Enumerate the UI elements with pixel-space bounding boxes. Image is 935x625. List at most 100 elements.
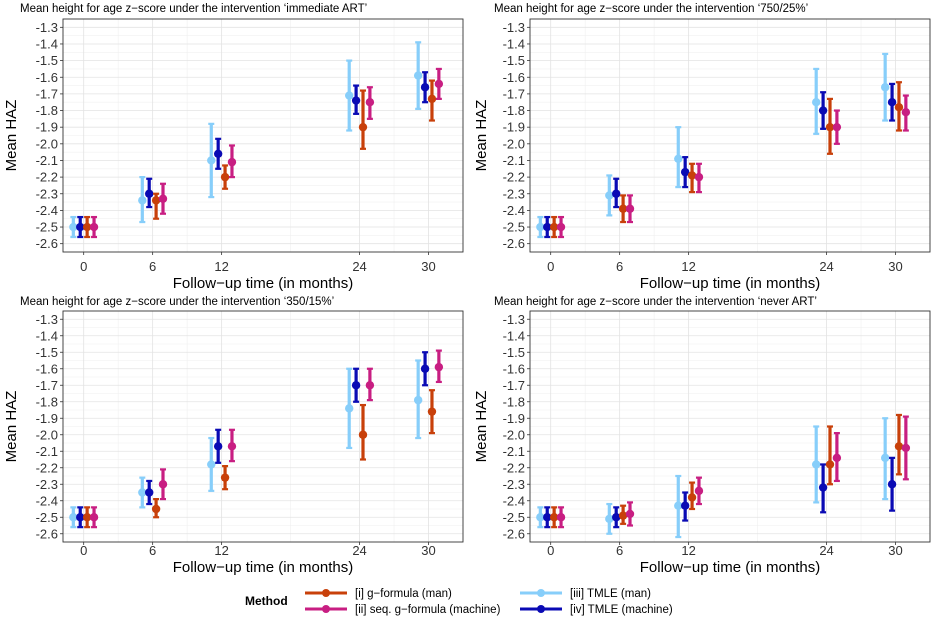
y-tick-label: -2.3 (503, 477, 525, 492)
data-point (880, 453, 890, 463)
data-point (832, 453, 842, 463)
data-point (812, 98, 821, 107)
panel-1: Mean height for age z−score under the in… (3, 3, 464, 292)
y-tick-label: -2.1 (36, 444, 58, 459)
x-tick-label: 6 (616, 259, 623, 274)
y-tick-label: -2.6 (36, 236, 58, 251)
plot-border (529, 310, 931, 543)
legend-key-point (322, 605, 330, 613)
legend-item-seqg: [ii] seq. g−formula (machine) (305, 604, 501, 616)
data-point (82, 513, 92, 522)
data-point (901, 108, 911, 117)
y-tick-label: -2.2 (36, 460, 58, 475)
data-point (138, 488, 147, 497)
data-point (145, 488, 154, 497)
data-point (549, 513, 559, 522)
data-point (625, 204, 635, 213)
data-point (543, 222, 552, 232)
y-tick-label: -1.6 (503, 70, 525, 85)
data-point (687, 493, 697, 502)
y-tick-label: -2.2 (36, 170, 58, 185)
data-point (420, 364, 430, 373)
y-tick-label: -2.4 (503, 203, 525, 218)
data-point (825, 460, 835, 469)
series-seqg (89, 349, 444, 529)
y-tick-label: -1.7 (503, 378, 525, 393)
data-point (89, 222, 99, 232)
data-point (69, 513, 78, 522)
data-point (220, 473, 230, 482)
data-point (151, 504, 161, 514)
y-tick-label: -2.4 (503, 493, 525, 508)
y-tick-label: -1.5 (36, 345, 58, 360)
y-tick-label: -1.8 (503, 103, 525, 118)
data-point (89, 513, 99, 522)
data-point (536, 513, 545, 522)
data-point (82, 222, 92, 232)
y-tick-label: -1.4 (36, 328, 58, 343)
legend-title: Method (245, 594, 288, 608)
y-tick-label: -1.4 (503, 36, 525, 51)
data-point (345, 91, 354, 100)
series-tmle_man (536, 417, 890, 539)
data-point (207, 460, 216, 469)
data-point (832, 122, 842, 132)
series-gform (549, 81, 904, 239)
x-tick-label: 30 (888, 259, 902, 274)
x-tick-label: 12 (681, 543, 695, 558)
y-tick-label: -2.5 (36, 220, 58, 235)
y-axis-title: Mean HAZ (473, 391, 490, 463)
y-tick-label: -2.5 (36, 510, 58, 525)
series-tmle_mach (543, 456, 897, 529)
series-seqg (556, 415, 911, 529)
y-tick-label: -1.3 (503, 20, 525, 35)
data-point (145, 189, 154, 198)
legend-item-tmle_man: [iii] TMLE (man) (520, 588, 651, 600)
data-point (818, 106, 828, 115)
data-point (674, 501, 683, 510)
data-point (213, 442, 223, 451)
x-tick-label: 30 (888, 543, 902, 558)
data-point (158, 480, 168, 489)
y-tick-label: -1.5 (36, 53, 58, 68)
data-point (220, 172, 230, 182)
panel-title: Mean height for age z−score under the in… (20, 3, 367, 15)
data-point (227, 442, 237, 451)
legend-label: [ii] seq. g−formula (machine) (355, 604, 501, 616)
y-tick-label: -2.2 (503, 460, 525, 475)
data-point (680, 501, 690, 510)
x-axis-title: Follow−up time (in months) (173, 275, 353, 292)
x-tick-label: 6 (149, 259, 156, 274)
y-axis-title: Mean HAZ (3, 391, 20, 463)
data-point (880, 83, 890, 92)
data-point (434, 362, 444, 372)
series-tmle_mach (76, 71, 430, 239)
legend-key-point (537, 605, 545, 613)
y-tick-label: -1.3 (36, 312, 58, 327)
series-seqg (556, 94, 911, 239)
data-point (365, 98, 375, 107)
y-tick-label: -1.8 (503, 394, 525, 409)
y-tick-label: -2.0 (503, 136, 525, 151)
x-tick-label: 0 (80, 259, 87, 274)
y-tick-label: -1.5 (503, 53, 525, 68)
data-point (151, 196, 161, 205)
x-axis-title: Follow−up time (in months) (640, 275, 820, 292)
data-point (207, 156, 216, 165)
data-point (549, 222, 559, 232)
data-point (434, 79, 444, 89)
data-point (138, 196, 147, 205)
plot-border (62, 310, 464, 543)
series-tmle_man (536, 52, 890, 239)
data-point (605, 191, 614, 200)
data-point (612, 189, 621, 198)
y-tick-label: -2.5 (503, 220, 525, 235)
series-tmle_mach (76, 351, 430, 529)
data-point (351, 96, 361, 105)
y-tick-label: -2.3 (503, 186, 525, 201)
x-tick-label: 24 (352, 543, 366, 558)
y-tick-label: -1.3 (36, 20, 58, 35)
data-point (556, 513, 566, 522)
x-tick-label: 6 (149, 543, 156, 558)
